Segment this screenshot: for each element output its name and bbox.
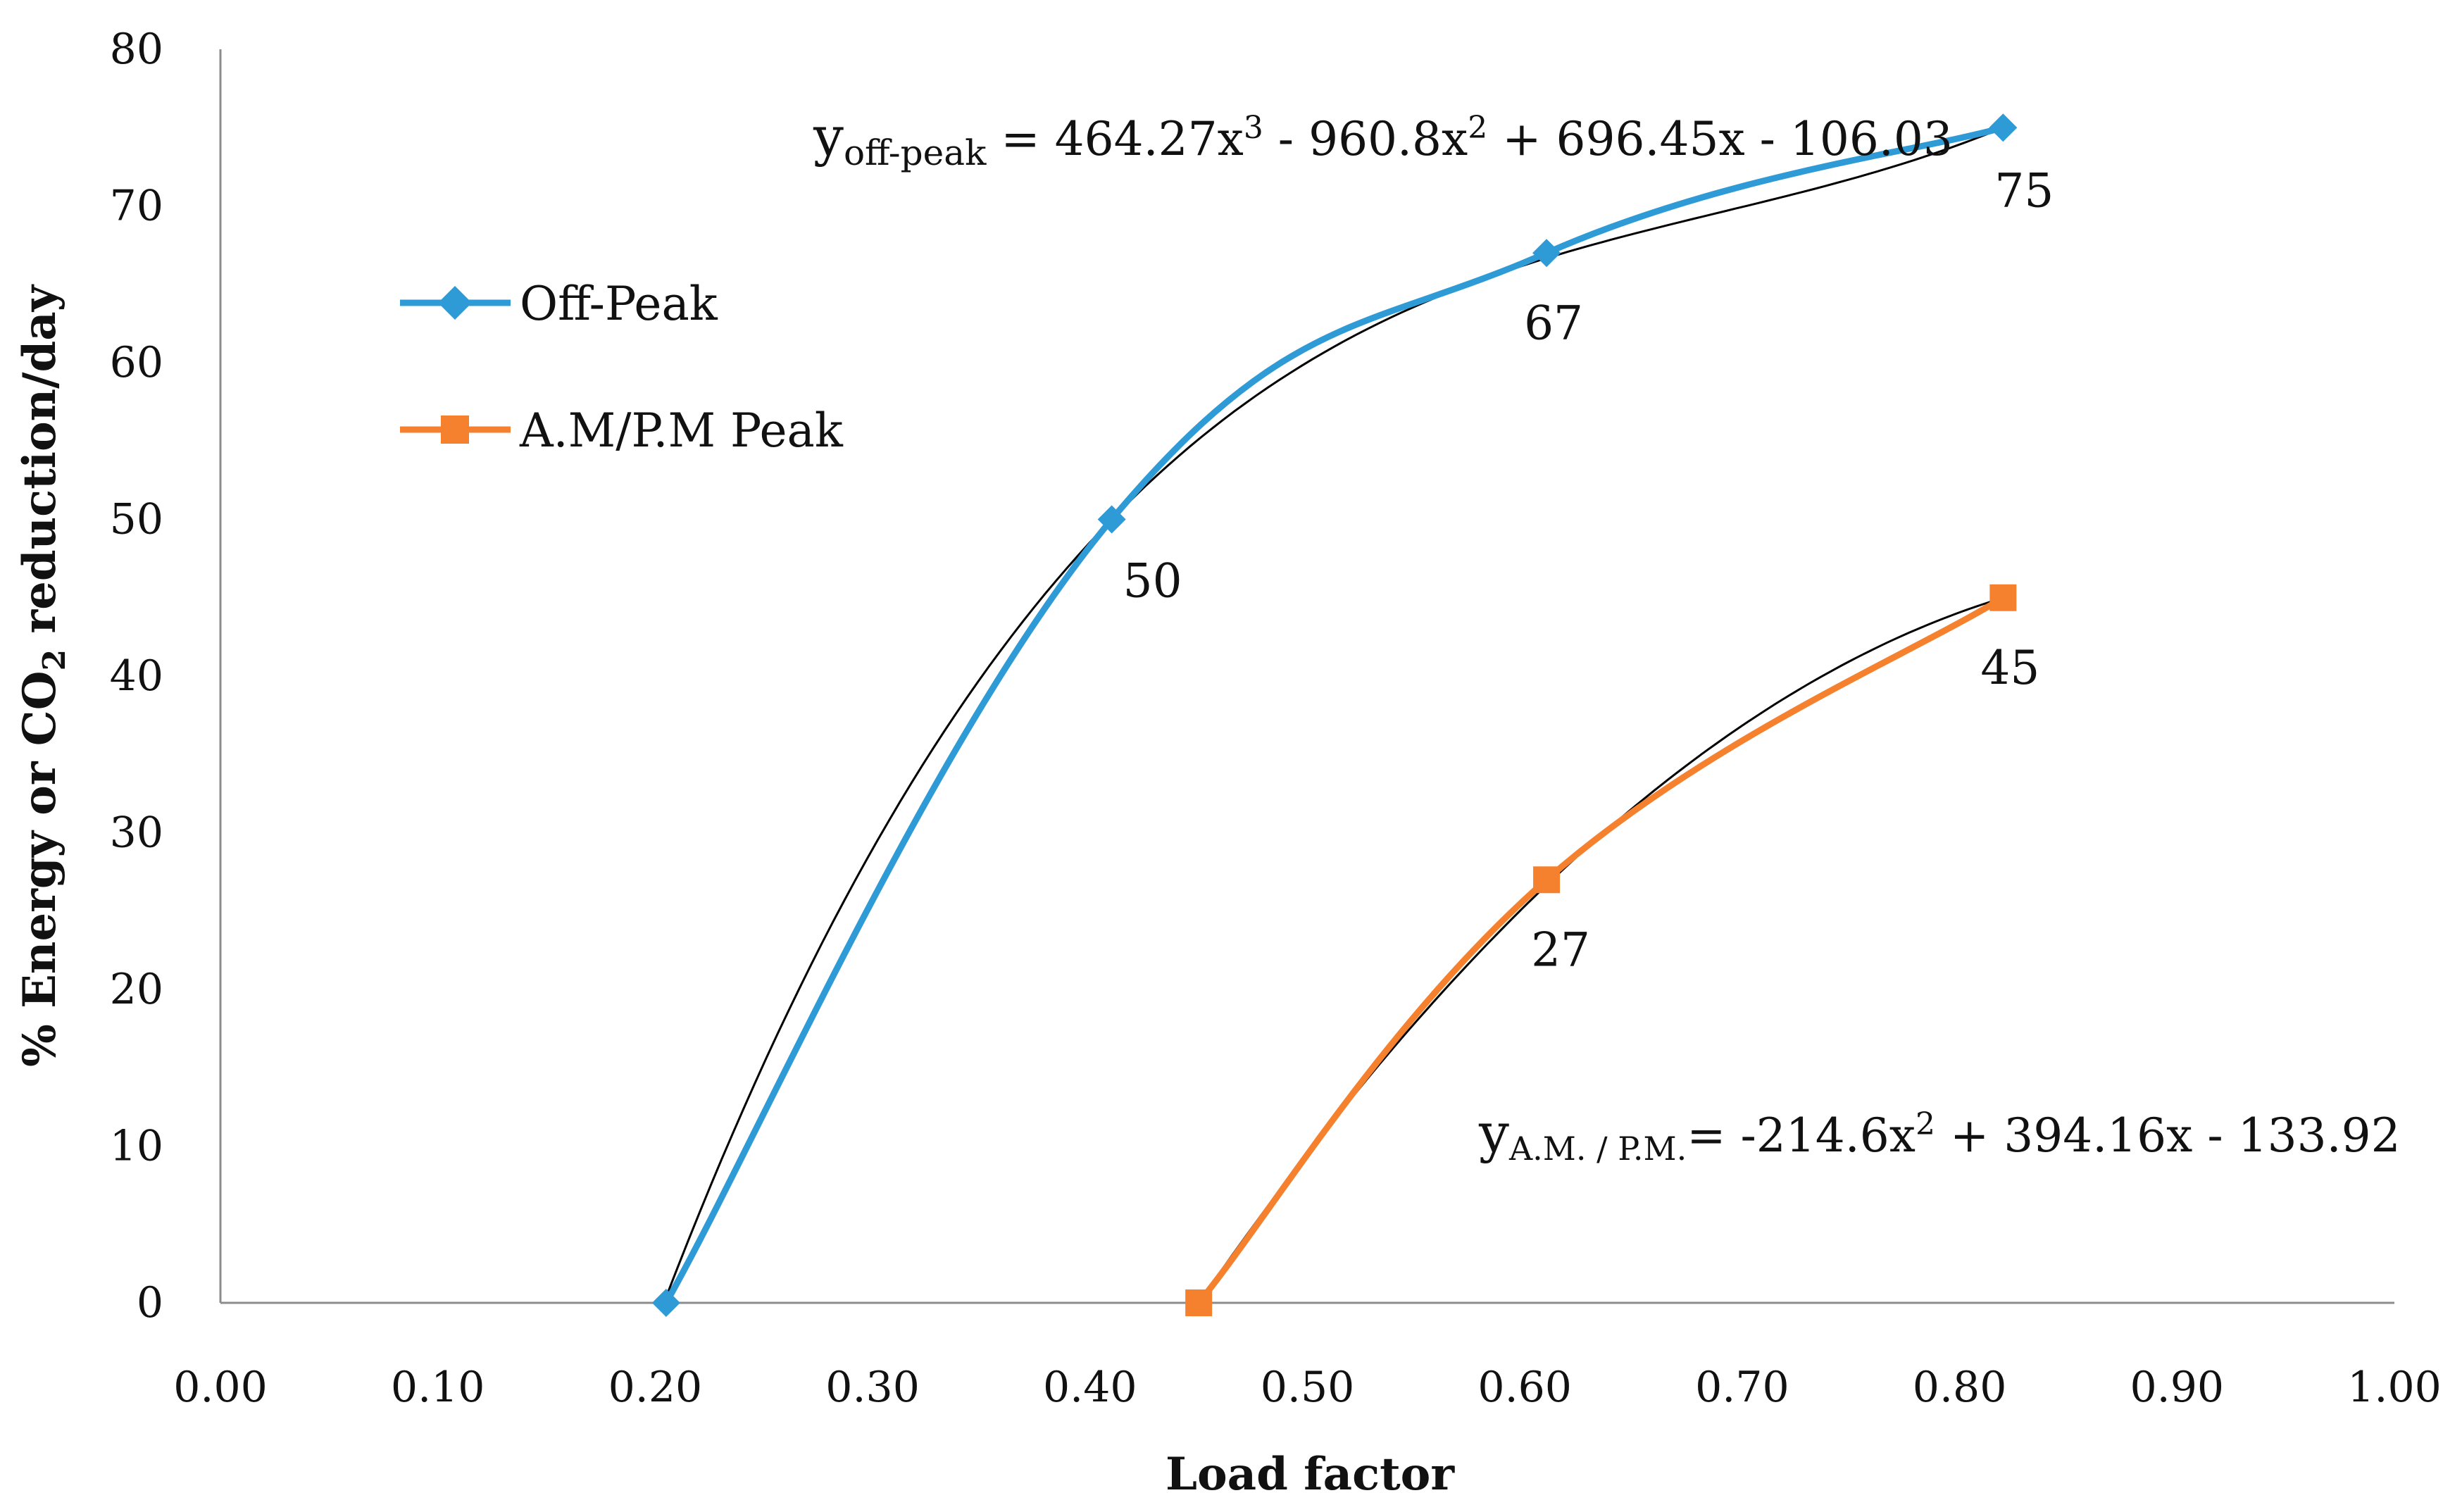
x-tick-label: 0.20 bbox=[608, 1363, 703, 1412]
y-tick-label: 0 bbox=[137, 1278, 163, 1327]
y-axis-title: % Energy or CO2 reduction/day bbox=[13, 284, 73, 1067]
axes bbox=[219, 49, 2394, 1304]
legend-off-peak-label: Off-Peak bbox=[520, 277, 718, 331]
marker-am-pm bbox=[1989, 584, 2017, 611]
y-tick-label: 70 bbox=[110, 182, 163, 231]
x-tick-label: 0.70 bbox=[1695, 1363, 1789, 1412]
y-tick-label: 30 bbox=[110, 808, 163, 858]
marker-off-peak bbox=[1097, 505, 1126, 534]
equation-am-pm: yA.M. / P.M.= -214.6x2 + 394.16x - 133.9… bbox=[1478, 1101, 2401, 1168]
series bbox=[651, 113, 2018, 1317]
equation-off-peak-term1: = 464.27x bbox=[986, 112, 1243, 166]
y-axis-title-subscript: 2 bbox=[37, 649, 73, 671]
marker-off-peak bbox=[1532, 239, 1561, 268]
y-tick-label: 20 bbox=[110, 965, 163, 1014]
equation-off-peak-sup1: 3 bbox=[1244, 110, 1263, 146]
equation-off-peak-lhs: y bbox=[813, 105, 844, 168]
trendline-am-pm bbox=[1197, 596, 2004, 1304]
y-tick-label: 10 bbox=[110, 1122, 163, 1171]
equation-am-pm-sup1: 2 bbox=[1916, 1106, 1935, 1142]
y-axis-title-suffix: reduction/day bbox=[13, 284, 66, 649]
data-label-off-peak: 50 bbox=[1123, 554, 1182, 608]
data-label-off-peak: 67 bbox=[1524, 296, 1583, 350]
y-tick-label: 50 bbox=[110, 495, 163, 544]
equation-off-peak-term2: - 960.8x bbox=[1263, 112, 1468, 166]
marker-off-peak bbox=[1989, 113, 2018, 142]
equation-am-pm-term2: + 394.16x - 133.92 bbox=[1935, 1108, 2401, 1163]
equation-am-pm-lhs: y bbox=[1478, 1101, 1509, 1164]
data-labels: 50 67 75 27 45 bbox=[1123, 163, 2054, 977]
legend-am-pm-square-icon bbox=[441, 416, 469, 444]
x-tick-label: 0.10 bbox=[391, 1363, 485, 1412]
legend-item-am-pm-peak: A.M/P.M Peak bbox=[400, 404, 844, 458]
equation-off-peak-sup2: 2 bbox=[1468, 110, 1487, 146]
legend: Off-Peak A.M/P.M Peak bbox=[400, 277, 844, 458]
x-tick-label: 0.30 bbox=[825, 1363, 920, 1412]
svg-text:yoff-peak = 464.27x3 - 960.8x2: yoff-peak = 464.27x3 - 960.8x2 + 696.45x… bbox=[813, 105, 1953, 173]
x-tick-label: 1.00 bbox=[2347, 1363, 2442, 1412]
data-label-off-peak: 75 bbox=[1994, 163, 2054, 218]
x-tick-label: 0.50 bbox=[1261, 1363, 1355, 1412]
x-tick-label: 0.80 bbox=[1913, 1363, 2007, 1412]
trendline-off-peak bbox=[665, 126, 2004, 1298]
marker-off-peak bbox=[651, 1289, 680, 1317]
y-tick-label: 80 bbox=[110, 25, 163, 74]
y-tick-label: 40 bbox=[110, 651, 163, 701]
equation-am-pm-lhs-sub: A.M. / P.M. bbox=[1508, 1130, 1687, 1168]
legend-am-pm-label: A.M/P.M Peak bbox=[519, 404, 844, 458]
x-axis-title: Load factor bbox=[1166, 1448, 1455, 1501]
equation-off-peak-term3: + 696.45x - 106.03 bbox=[1487, 112, 1953, 166]
x-tick-label: 0.60 bbox=[1477, 1363, 1572, 1412]
legend-item-off-peak: Off-Peak bbox=[400, 277, 718, 331]
data-label-am-pm: 45 bbox=[1980, 641, 2039, 695]
tick-labels: 0.00 0.10 0.20 0.30 0.40 0.50 0.60 0.70 0.80 0.90… bbox=[110, 25, 2442, 1412]
marker-am-pm bbox=[1185, 1289, 1213, 1316]
y-tick-label: 60 bbox=[110, 338, 163, 387]
x-tick-label: 0.40 bbox=[1043, 1363, 1137, 1412]
svg-text:yA.M. / P.M.= -214.6x2 + 394.1: yA.M. / P.M.= -214.6x2 + 394.16x - 133.9… bbox=[1478, 1101, 2401, 1168]
equation-off-peak: yoff-peak = 464.27x3 - 960.8x2 + 696.45x… bbox=[813, 105, 1953, 173]
series-line-off-peak bbox=[663, 124, 2004, 1305]
marker-am-pm bbox=[1533, 866, 1561, 894]
x-tick-label: 0.00 bbox=[173, 1363, 268, 1412]
y-axis-title-prefix: % Energy or CO bbox=[13, 671, 66, 1067]
x-tick-label: 0.90 bbox=[2130, 1363, 2225, 1412]
legend-off-peak-diamond-icon bbox=[438, 286, 472, 320]
series-line-am-pm bbox=[1196, 594, 2005, 1305]
equation-off-peak-lhs-sub: off-peak bbox=[844, 132, 987, 173]
equation-am-pm-term1: = -214.6x bbox=[1687, 1108, 1916, 1163]
data-label-am-pm: 27 bbox=[1531, 923, 1590, 977]
